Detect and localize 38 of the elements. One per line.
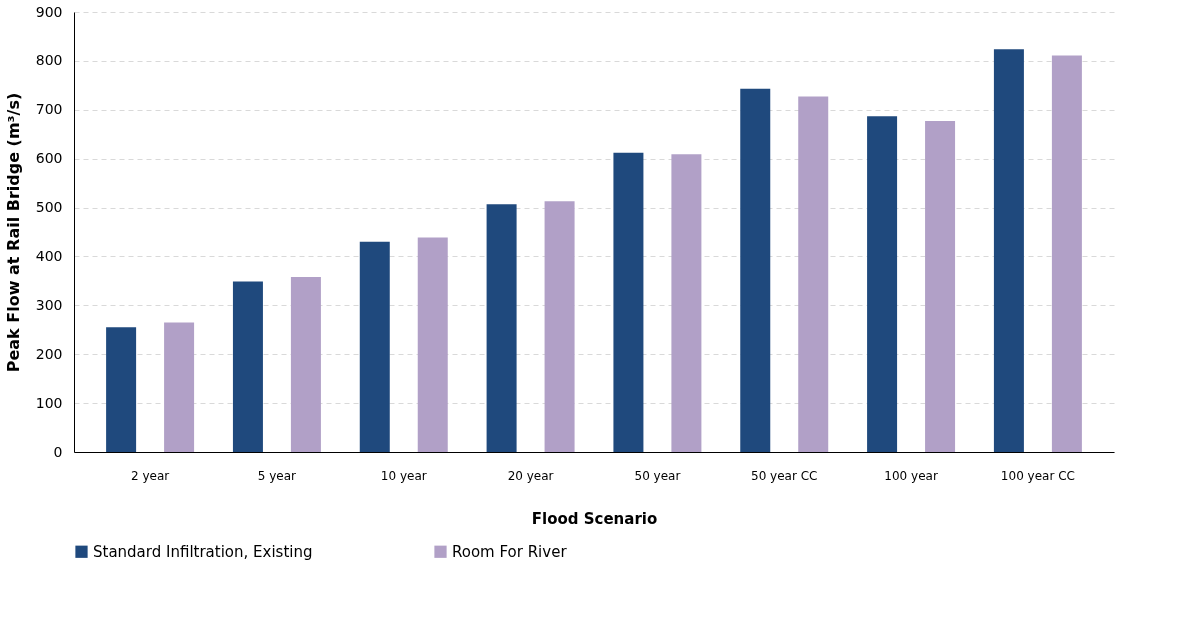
bar [867,116,898,452]
y-tick-label: 700 [35,101,63,118]
x-tick-label: 5 year [257,468,297,483]
x-tick-label: 50 year [634,468,681,483]
bar [106,327,137,452]
y-tick-label: 500 [35,199,63,216]
y-tick-label: 100 [35,394,63,411]
legend-label: Room For River [452,542,568,561]
y-tick-label: 400 [35,247,63,264]
x-tick-label: 20 year [507,468,554,483]
y-tick-label: 200 [35,345,63,362]
bar [164,322,195,452]
bar [798,96,829,452]
bar [290,276,321,452]
bar [1051,55,1082,452]
bar [359,241,390,452]
x-tick-label: 100 year CC [1000,468,1075,483]
bar [417,237,448,452]
legend-label: Standard Infiltration, Existing [93,542,313,561]
x-axis-title: Flood Scenario [531,509,658,528]
y-tick-label: 300 [35,296,63,313]
y-tick-label: 900 [35,3,63,20]
y-tick-label: 800 [35,52,63,69]
bar [671,154,702,452]
bar [232,281,263,452]
x-tick-label: 2 year [130,468,170,483]
y-tick-label: 600 [35,150,63,167]
y-tick-label: 0 [53,443,63,460]
bar [740,88,771,452]
x-tick-label: 100 year [884,468,938,483]
x-tick-label: 10 year [380,468,427,483]
y-axis-title: Peak Flow at Rail Bridge (m³/s) [3,92,23,373]
bar [486,204,517,452]
bar [544,201,575,452]
bar [993,49,1024,452]
bar [613,152,644,452]
x-tick-label: 50 year CC [751,468,818,483]
bar [925,121,956,452]
